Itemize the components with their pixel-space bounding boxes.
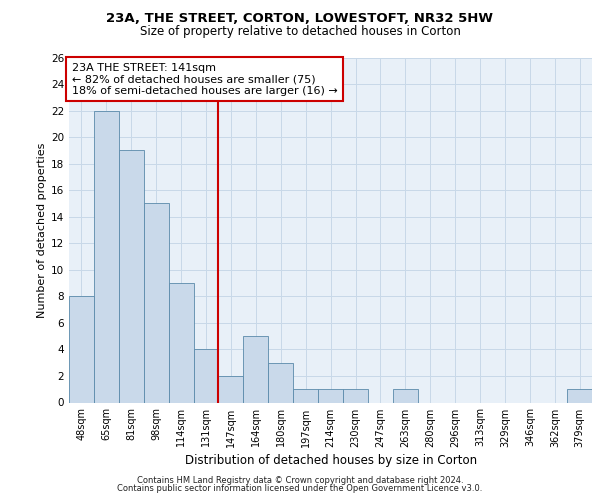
- Bar: [94, 110, 119, 403]
- Bar: [218, 376, 244, 402]
- Bar: [144, 204, 169, 402]
- Bar: [318, 389, 343, 402]
- Y-axis label: Number of detached properties: Number of detached properties: [37, 142, 47, 318]
- Bar: [69, 296, 94, 403]
- Text: 23A THE STREET: 141sqm
← 82% of detached houses are smaller (75)
18% of semi-det: 23A THE STREET: 141sqm ← 82% of detached…: [71, 62, 337, 96]
- Bar: [393, 389, 418, 402]
- Bar: [244, 336, 268, 402]
- Bar: [169, 283, 194, 403]
- Bar: [293, 389, 318, 402]
- Text: Contains HM Land Registry data © Crown copyright and database right 2024.: Contains HM Land Registry data © Crown c…: [137, 476, 463, 485]
- Text: Contains public sector information licensed under the Open Government Licence v3: Contains public sector information licen…: [118, 484, 482, 493]
- Bar: [119, 150, 144, 402]
- Bar: [567, 389, 592, 402]
- X-axis label: Distribution of detached houses by size in Corton: Distribution of detached houses by size …: [185, 454, 476, 466]
- Text: Size of property relative to detached houses in Corton: Size of property relative to detached ho…: [140, 25, 460, 38]
- Bar: [268, 362, 293, 403]
- Bar: [343, 389, 368, 402]
- Text: 23A, THE STREET, CORTON, LOWESTOFT, NR32 5HW: 23A, THE STREET, CORTON, LOWESTOFT, NR32…: [107, 12, 493, 26]
- Bar: [194, 350, 218, 403]
